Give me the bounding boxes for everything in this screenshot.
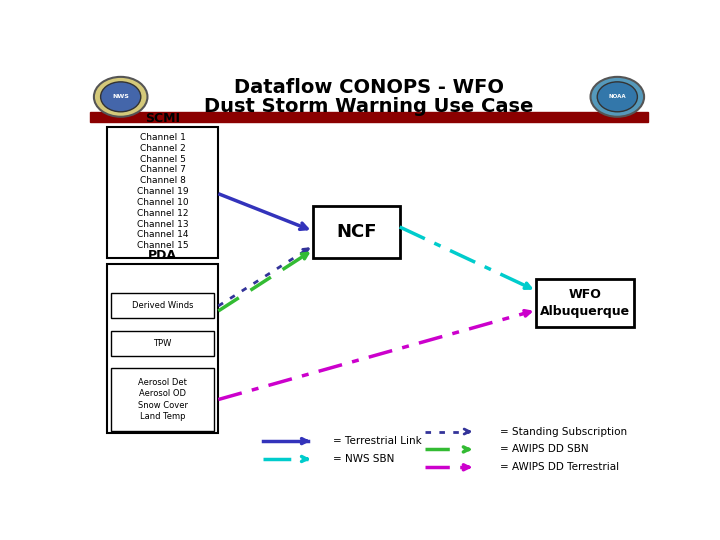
Text: Channel 10: Channel 10 [137, 198, 189, 207]
Text: = Standing Subscription: = Standing Subscription [500, 427, 627, 436]
Text: = NWS SBN: = NWS SBN [333, 454, 394, 464]
Text: Aerosol Det
Aerosol OD
Snow Cover
Land Temp: Aerosol Det Aerosol OD Snow Cover Land T… [138, 379, 187, 421]
Circle shape [597, 82, 637, 112]
Text: = AWIPS DD SBN: = AWIPS DD SBN [500, 444, 589, 455]
Text: PDA: PDA [148, 249, 177, 262]
Bar [536, 279, 634, 327]
Text: WFO
Albuquerque: WFO Albuquerque [540, 288, 630, 318]
Bar [111, 331, 214, 356]
Text: Channel 13: Channel 13 [137, 220, 189, 228]
Bar [313, 206, 400, 258]
Text: Channel 19: Channel 19 [137, 187, 189, 196]
Text: Dust Storm Warning Use Case: Dust Storm Warning Use Case [204, 97, 534, 116]
Bar [111, 293, 214, 319]
Text: Channel 7: Channel 7 [140, 165, 186, 174]
Bar [107, 127, 218, 258]
Text: Channel 14: Channel 14 [137, 231, 189, 239]
Circle shape [94, 77, 148, 117]
Text: Channel 8: Channel 8 [140, 176, 186, 185]
Text: SCMI: SCMI [145, 112, 180, 125]
Bar [107, 265, 218, 433]
Text: NOAA: NOAA [608, 94, 626, 99]
Bar [90, 112, 648, 122]
Text: Channel 12: Channel 12 [137, 209, 189, 218]
Circle shape [590, 77, 644, 117]
Text: = AWIPS DD Terrestrial: = AWIPS DD Terrestrial [500, 462, 619, 472]
Circle shape [101, 82, 141, 112]
Text: NWS: NWS [112, 94, 129, 99]
Bar [111, 368, 214, 431]
Text: TPW: TPW [153, 339, 172, 348]
Text: NCF: NCF [336, 223, 377, 241]
Text: Channel 5: Channel 5 [140, 154, 186, 164]
Text: Channel 1: Channel 1 [140, 133, 186, 142]
Text: Dataflow CONOPS - WFO: Dataflow CONOPS - WFO [234, 78, 504, 97]
Text: Channel 2: Channel 2 [140, 144, 186, 153]
Text: = Terrestrial Link: = Terrestrial Link [333, 436, 421, 446]
Text: Derived Winds: Derived Winds [132, 301, 193, 310]
Text: Channel 15: Channel 15 [137, 241, 189, 250]
